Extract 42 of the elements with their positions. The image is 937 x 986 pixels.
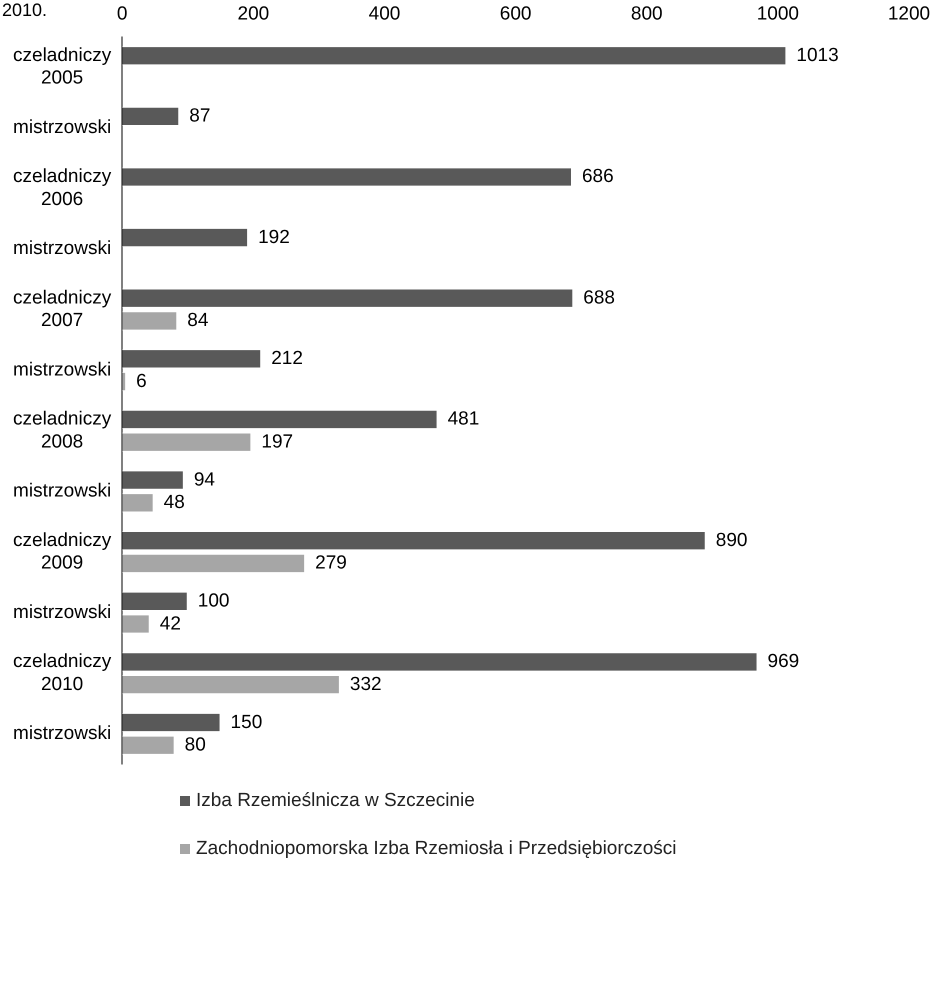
- data-label: 100: [198, 590, 230, 612]
- x-tick-label: 600: [500, 4, 532, 25]
- y-tick-label: mistrzowski: [13, 238, 112, 260]
- data-label: 890: [716, 530, 748, 551]
- x-tick-label: 400: [368, 4, 400, 25]
- data-label: 150: [230, 712, 262, 733]
- y-tick-label: mistrzowski: [13, 116, 112, 138]
- y-tick-label: mistrzowski: [13, 602, 112, 623]
- data-label: 42: [160, 613, 181, 634]
- data-label: 686: [582, 166, 614, 188]
- y-tick-label: mistrzowski: [13, 723, 112, 744]
- x-tick-label: 800: [630, 4, 663, 25]
- data-label: 192: [258, 226, 290, 248]
- y-tick-label: czeladniczy 2006: [12, 166, 112, 210]
- data-label: 84: [187, 310, 209, 332]
- y-tick-label: mistrzowski: [13, 359, 112, 380]
- data-label: 94: [194, 469, 216, 490]
- data-label: 80: [184, 734, 206, 756]
- data-label: 87: [189, 106, 210, 127]
- data-label: 212: [271, 348, 303, 370]
- data-label: 197: [261, 431, 294, 452]
- x-tick-label: 0: [116, 4, 128, 25]
- data-label: 332: [350, 674, 382, 695]
- x-tick-label: 1200: [888, 4, 930, 25]
- legend-label: Zachodniopomorska Izba Rzemiosła i Przedsiębiorczości: [196, 838, 676, 860]
- data-label: 688: [583, 287, 616, 308]
- y-tick-label: czeladniczy 2007: [12, 287, 112, 332]
- data-label: 481: [448, 408, 480, 430]
- y-tick-label: czeladniczy 2005: [12, 44, 112, 89]
- x-tick-label: 1000: [756, 4, 800, 25]
- data-label: 969: [768, 651, 800, 672]
- y-tick-label: czeladniczy 2009: [12, 530, 112, 574]
- x-tick-label: 200: [237, 4, 270, 25]
- y-tick-label: czeladniczy 2008: [12, 408, 112, 452]
- data-label: 1013: [796, 44, 839, 66]
- data-label: 48: [164, 492, 185, 514]
- data-label: 6: [136, 370, 147, 392]
- data-label: 279: [315, 552, 347, 574]
- legend-label: Izba Rzemieślnicza w Szczecinie: [196, 790, 475, 812]
- y-tick-label: czeladniczy 2010: [12, 651, 112, 695]
- y-tick-label: mistrzowski: [13, 480, 112, 502]
- text: 2010.: [2, 0, 48, 21]
